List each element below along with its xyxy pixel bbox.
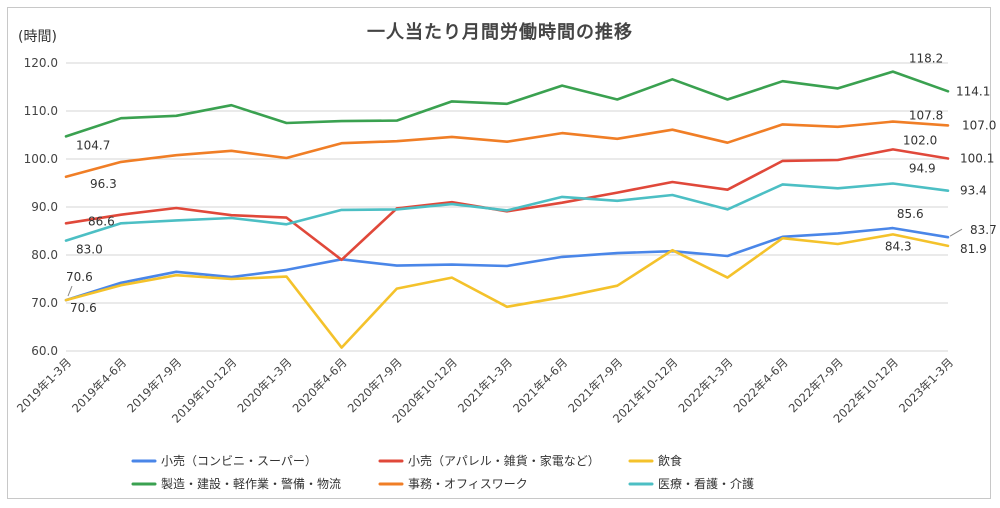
y-axis-ticks: 60.0 70.0 80.0 90.0 100.0 110.0 120.0 <box>24 56 58 358</box>
x-axis-ticks: 2019年1-3月2019年4-6月2019年7-9月2019年10-12月20… <box>14 355 956 425</box>
y-axis-unit-label: (時間) <box>18 29 57 45</box>
data-label: 102.0 <box>903 133 937 147</box>
y-tick-label: 90.0 <box>31 200 58 214</box>
data-label: 107.0 <box>962 118 996 132</box>
y-tick-label: 110.0 <box>24 104 58 118</box>
leader-line <box>949 228 963 237</box>
x-tick-label: 2019年7-9月 <box>124 355 184 415</box>
data-label: 70.6 <box>66 270 93 284</box>
x-tick-label: 2022年1-3月 <box>675 355 735 415</box>
data-label: 83.7 <box>970 223 997 237</box>
x-tick-label: 2021年1-3月 <box>455 355 515 415</box>
data-label: 83.0 <box>76 243 103 257</box>
x-tick-label: 2020年7-9月 <box>345 355 405 415</box>
data-label: 85.6 <box>897 207 924 221</box>
legend: 小売（コンビニ・スーパー） 小売（アパレル・雑貨・家電など） 飲食製造・建設・軽作業… <box>131 453 754 491</box>
x-tick-label: 2022年7-9月 <box>786 355 846 415</box>
x-tick-label: 2021年4-6月 <box>510 355 570 415</box>
series-line-5 <box>64 120 950 179</box>
data-label: 94.9 <box>909 161 936 175</box>
series-line-2 <box>64 148 950 262</box>
legend-label: 小売（コンビニ・スーパー） <box>161 453 317 468</box>
data-label: 100.1 <box>960 152 994 166</box>
data-label: 81.9 <box>960 242 987 256</box>
series-line-3 <box>64 233 950 349</box>
data-label: 70.6 <box>70 301 97 315</box>
leader-line <box>67 285 73 297</box>
legend-label: 製造・建設・軽作業・警備・物流 <box>161 476 341 491</box>
y-tick-label: 60.0 <box>31 344 58 358</box>
y-tick-label: 80.0 <box>31 248 58 262</box>
x-tick-label: 2022年4-6月 <box>731 355 791 415</box>
data-labels: 104.7 118.2 114.1 96.3 107.8 107.0 86.6 102.0 10… <box>66 52 997 315</box>
x-tick-label: 2020年1-3月 <box>234 355 294 415</box>
data-label: 104.7 <box>76 138 110 152</box>
x-tick-label: 2019年4-6月 <box>69 355 129 415</box>
data-label: 96.3 <box>90 177 117 191</box>
series-lines <box>64 70 950 349</box>
gridlines <box>66 62 948 352</box>
data-label: 107.8 <box>909 109 943 123</box>
y-tick-label: 120.0 <box>24 56 58 70</box>
y-tick-label: 100.0 <box>24 152 58 166</box>
data-label: 86.6 <box>88 214 115 228</box>
x-tick-label: 2023年1-3月 <box>896 355 956 415</box>
x-tick-label: 2020年4-6月 <box>290 355 350 415</box>
data-label: 84.3 <box>885 239 912 253</box>
data-label: 118.2 <box>909 52 943 66</box>
legend-label: 小売（アパレル・雑貨・家電など） <box>408 453 600 468</box>
x-tick-label: 2021年7-9月 <box>565 355 625 415</box>
legend-label: 事務・オフィスワーク <box>408 477 528 491</box>
data-label: 114.1 <box>956 84 990 98</box>
data-label: 93.4 <box>960 184 987 198</box>
series-line-4 <box>64 70 950 138</box>
series-line-6 <box>64 182 950 242</box>
series-line-1 <box>64 226 950 302</box>
legend-label: 医療・看護・介護 <box>658 476 754 491</box>
x-tick-label: 2019年1-3月 <box>14 355 74 415</box>
chart-frame <box>7 7 991 499</box>
y-tick-label: 70.0 <box>31 296 58 310</box>
chart-title: 一人当たり月間労働時間の推移 <box>367 22 633 43</box>
legend-label: 飲食 <box>658 453 682 468</box>
